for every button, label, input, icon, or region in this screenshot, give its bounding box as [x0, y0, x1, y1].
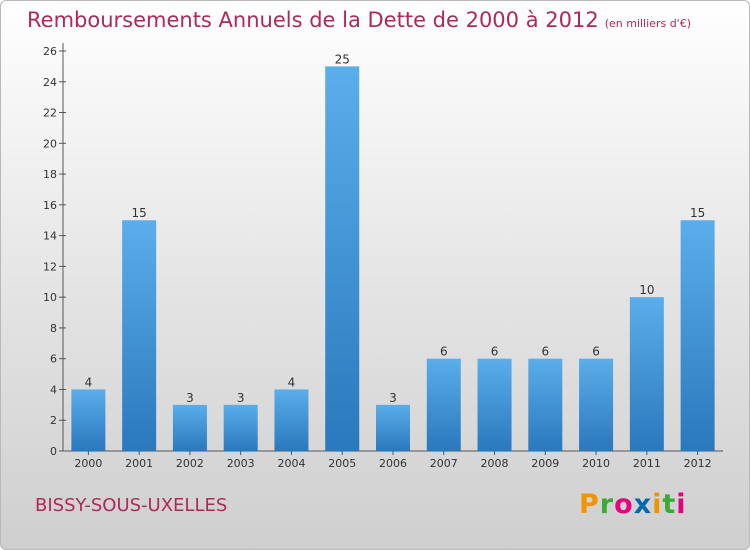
value-label: 3 [389, 391, 397, 405]
logo-letter: r [599, 489, 615, 520]
x-tick-label: 2010 [582, 457, 610, 470]
y-tick-label: 12 [43, 260, 57, 273]
logo-letter: i [676, 489, 687, 520]
chart-bars [71, 66, 715, 451]
bar-2005 [325, 66, 360, 451]
x-tick-label: 2001 [125, 457, 153, 470]
bar-2007 [426, 358, 461, 451]
value-label: 25 [335, 52, 350, 66]
value-label: 6 [541, 345, 549, 359]
y-tick-label: 26 [43, 45, 57, 58]
x-tick-label: 2012 [684, 457, 712, 470]
x-tick-label: 2006 [379, 457, 407, 470]
bar-2009 [528, 358, 563, 451]
bar-2003 [223, 404, 258, 451]
y-tick-label: 10 [43, 291, 57, 304]
chart-title-text: Remboursements Annuels de la Dette de 20… [27, 8, 599, 32]
y-tick-label: 22 [43, 107, 57, 120]
x-tick-label: 2003 [227, 457, 255, 470]
value-label: 3 [237, 391, 245, 405]
y-tick-label: 4 [50, 383, 57, 396]
y-tick-label: 18 [43, 168, 57, 181]
y-tick-label: 24 [43, 76, 57, 89]
value-label: 4 [85, 375, 93, 389]
logo-letter: o [614, 489, 634, 520]
commune-name: BISSY-SOUS-UXELLES [35, 495, 228, 516]
bar-2000 [71, 389, 106, 451]
value-label: 6 [592, 345, 600, 359]
bar-2010 [579, 358, 614, 451]
x-tick-label: 2007 [430, 457, 458, 470]
logo-letter: P [579, 489, 600, 520]
bar-2012 [680, 220, 715, 451]
bar-2006 [376, 404, 410, 451]
y-tick-label: 16 [43, 199, 57, 212]
x-tick-label: 2009 [531, 457, 559, 470]
value-label: 3 [186, 391, 194, 405]
value-label: 15 [690, 206, 705, 220]
x-tick-label: 2004 [277, 457, 305, 470]
y-tick-label: 2 [50, 414, 57, 427]
bar-2001 [122, 220, 157, 451]
value-label: 6 [440, 345, 448, 359]
x-tick-label: 2002 [176, 457, 204, 470]
chart-title: Remboursements Annuels de la Dette de 20… [27, 8, 691, 32]
x-tick-label: 2005 [328, 457, 356, 470]
bar-2011 [629, 297, 664, 451]
bar-2008 [477, 358, 512, 451]
value-label: 10 [639, 283, 654, 297]
y-tick-label: 0 [50, 445, 57, 458]
y-tick-label: 8 [50, 322, 57, 335]
x-tick-label: 2008 [481, 457, 509, 470]
logo-letter: x [633, 489, 653, 520]
value-label: 4 [288, 375, 296, 389]
bar-2004 [274, 389, 309, 451]
chart-title-unit: (en milliers d'€) [604, 17, 691, 30]
value-label: 6 [491, 345, 499, 359]
logo-letter: t [662, 489, 677, 520]
value-label: 15 [132, 206, 147, 220]
chart-value-labels: 4 15 3 3 4 25 3 6 6 6 6 10 15 [85, 52, 706, 404]
x-tick-label: 2000 [74, 457, 102, 470]
y-tick-label: 20 [43, 137, 57, 150]
logo-letter: i [652, 489, 663, 520]
y-tick-label: 6 [50, 353, 57, 366]
y-tick-label: 14 [43, 230, 57, 243]
x-tick-label: 2011 [633, 457, 661, 470]
bar-2002 [172, 404, 207, 451]
proxiti-logo[interactable]: Proxiti [579, 489, 687, 520]
